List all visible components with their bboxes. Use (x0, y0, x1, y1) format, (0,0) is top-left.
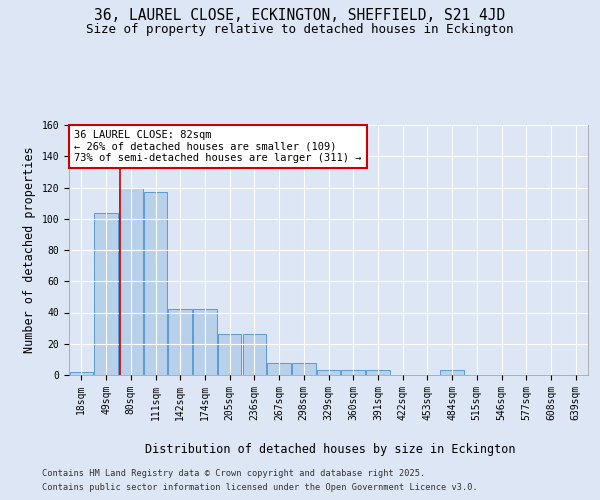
Bar (341, 370, 365, 375)
Bar (242, 334, 266, 375)
Text: Distribution of detached houses by size in Eckington: Distribution of detached houses by size … (145, 442, 515, 456)
Bar (268, 362, 291, 375)
Text: Contains HM Land Registry data © Crown copyright and database right 2025.: Contains HM Land Registry data © Crown c… (42, 468, 425, 477)
Text: 36 LAUREL CLOSE: 82sqm
← 26% of detached houses are smaller (109)
73% of semi-de: 36 LAUREL CLOSE: 82sqm ← 26% of detached… (74, 130, 362, 163)
Bar (193, 310, 217, 375)
Bar (366, 370, 389, 375)
Bar (292, 362, 316, 375)
Text: Size of property relative to detached houses in Eckington: Size of property relative to detached ho… (86, 22, 514, 36)
Bar (218, 334, 241, 375)
Bar (440, 370, 464, 375)
Bar (70, 372, 93, 375)
Bar (317, 370, 340, 375)
Text: 36, LAUREL CLOSE, ECKINGTON, SHEFFIELD, S21 4JD: 36, LAUREL CLOSE, ECKINGTON, SHEFFIELD, … (94, 8, 506, 22)
Text: Contains public sector information licensed under the Open Government Licence v3: Contains public sector information licen… (42, 484, 478, 492)
Bar (144, 192, 167, 375)
Bar (169, 310, 192, 375)
Y-axis label: Number of detached properties: Number of detached properties (23, 146, 36, 354)
Bar (119, 188, 143, 375)
Bar (94, 212, 118, 375)
